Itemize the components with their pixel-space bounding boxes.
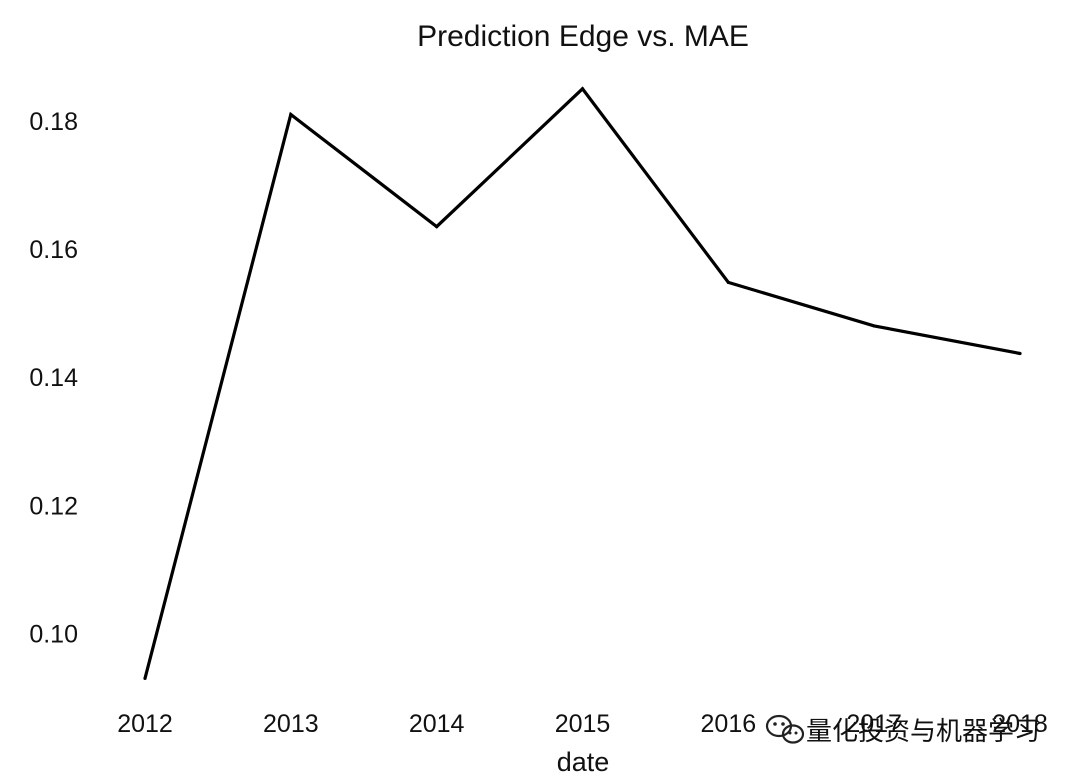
data-point — [289, 112, 293, 117]
y-axis-ticks: 0.10 0.12 0.14 0.16 0.18 — [29, 108, 78, 649]
y-tick-label: 0.16 — [29, 236, 78, 264]
data-point — [872, 324, 876, 328]
x-tick-label: 2014 — [409, 710, 465, 738]
data-point — [143, 676, 147, 680]
y-tick-label: 0.14 — [29, 364, 78, 392]
y-tick-label: 0.18 — [29, 108, 78, 136]
y-tick-label: 0.10 — [29, 621, 78, 649]
x-tick-label: 2012 — [117, 710, 173, 738]
y-tick-label: 0.12 — [29, 492, 78, 520]
watermark-text: 量化投资与机器学习 — [806, 717, 1040, 747]
series-line — [143, 86, 1021, 679]
x-tick-label: 2013 — [263, 710, 319, 738]
data-point — [580, 87, 585, 91]
data-point — [435, 225, 439, 229]
series-points — [143, 87, 1022, 680]
x-axis-ticks: 2012 2013 2014 2015 2016 2017 2018 — [117, 710, 1048, 738]
x-tick-label: 2015 — [555, 710, 611, 738]
data-point — [1018, 351, 1022, 356]
watermark: 量化投资与机器学习 — [765, 714, 1040, 747]
x-axis-label: date — [557, 747, 610, 777]
x-tick-label: 2017 — [846, 710, 902, 738]
chart-title: Prediction Edge vs. MAE — [417, 20, 749, 53]
x-tick-label: 2016 — [701, 710, 757, 738]
wechat-icon — [765, 714, 805, 744]
x-tick-label: 2018 — [992, 710, 1048, 738]
data-point — [726, 280, 730, 284]
